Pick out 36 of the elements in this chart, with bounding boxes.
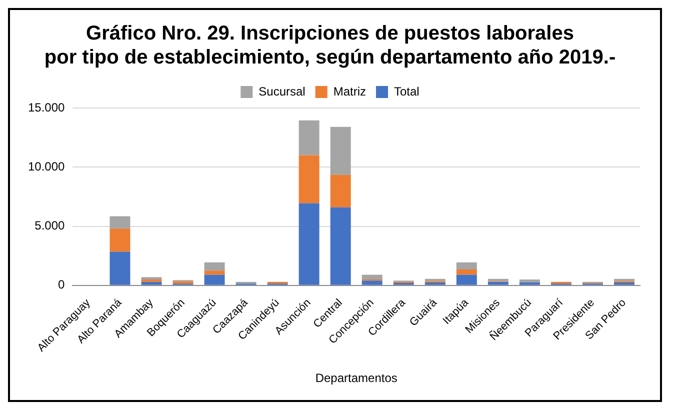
- bar: [488, 282, 508, 285]
- y-tick-label: 5.000: [34, 218, 66, 233]
- bar: [298, 203, 320, 285]
- bar: [614, 282, 634, 285]
- bar: [456, 262, 477, 270]
- bar: [330, 174, 351, 208]
- bar: [204, 262, 225, 271]
- bar: [110, 252, 130, 285]
- legend-label: Matriz: [333, 84, 366, 98]
- bar: [362, 274, 382, 280]
- bar: [330, 207, 351, 285]
- bar: [204, 274, 225, 285]
- bar: [110, 228, 130, 252]
- bar: [298, 120, 320, 156]
- bar: [141, 279, 162, 282]
- chart-title: Gráfico Nro. 29. Inscripciones de puestos laborales por tipo de establecimiento, según departamento año 2019.-: [44, 22, 616, 69]
- bar: [614, 278, 634, 282]
- bar: [330, 126, 351, 175]
- bar: [298, 155, 320, 204]
- bar: [362, 280, 382, 285]
- bar: [456, 274, 477, 285]
- bar: [456, 269, 477, 275]
- y-tick-label: 15.000: [28, 100, 66, 114]
- legend-label: Total: [394, 84, 420, 98]
- bar: [204, 270, 225, 275]
- bar: [519, 282, 540, 285]
- bar: [424, 282, 446, 285]
- bar: [110, 216, 130, 229]
- bar: [519, 279, 540, 282]
- y-tick-label: 10.000: [28, 159, 66, 174]
- bar: [141, 282, 162, 285]
- bar: [488, 278, 508, 282]
- legend-label: Sucursal: [258, 84, 306, 98]
- x-axis-title: Departamentos: [315, 371, 398, 386]
- bar: [424, 278, 446, 282]
- y-tick-label: 0: [58, 278, 66, 292]
